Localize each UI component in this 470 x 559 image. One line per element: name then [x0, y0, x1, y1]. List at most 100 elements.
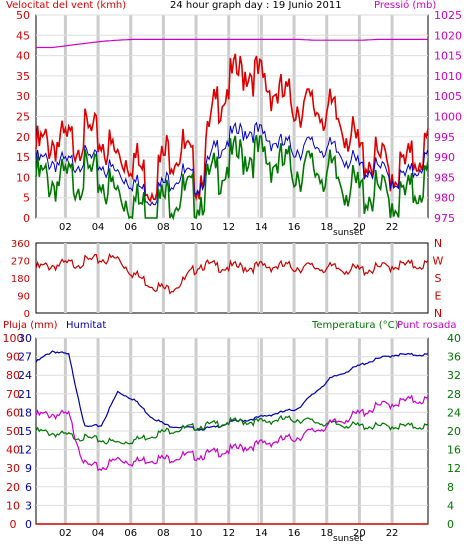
humidity-label: Humitat	[66, 320, 107, 331]
humidity-panel-x-tick-label: 20	[353, 528, 366, 539]
humidity-panel-series-dew	[35, 394, 429, 472]
wind-panel-x-tick-label: 18	[320, 222, 333, 233]
humidity-y-tick-label: 24	[18, 369, 32, 382]
wind-y-tick-label: 40	[16, 50, 30, 63]
temperature-y-tick-label: 20	[447, 425, 461, 438]
wind-series-low	[35, 134, 429, 221]
humidity-y-tick-label: 27	[18, 351, 32, 364]
temperature-y-tick-label: 32	[447, 369, 461, 382]
rain-y-tick-label: 90	[6, 351, 20, 364]
rain-y-tick-label: 30	[6, 462, 20, 475]
humidity-y-tick-label: 3	[25, 499, 32, 512]
humidity-panel-x-tick-label: 14	[255, 528, 268, 539]
wind-panel-x-tick-label: sunset	[333, 228, 363, 238]
wind-panel-x-tick-label: 20	[353, 222, 366, 233]
pressure-y-tick-label: 1015	[434, 50, 462, 63]
dew-label: Punt rosada	[397, 320, 457, 331]
rain-y-tick-label: 60	[6, 406, 20, 419]
rain-y-tick-label: 80	[6, 369, 20, 382]
pressure-y-tick-label: 1010	[434, 70, 462, 83]
humidity-y-tick-label: 9	[25, 462, 32, 475]
humidity-panel-x-tick-label: 10	[190, 528, 203, 539]
direction-series-line	[35, 252, 429, 295]
compass-label: W	[433, 255, 444, 268]
temperature-y-tick-label: 8	[447, 481, 454, 494]
temperature-y-tick-label: 4	[447, 499, 454, 512]
humidity-y-tick-label: 21	[18, 388, 32, 401]
wind-panel-x-tick-label: 06	[124, 222, 137, 233]
compass-label: N	[434, 237, 442, 250]
wind-panel-x-tick-label: 08	[157, 222, 170, 233]
wind-series-gust	[35, 53, 429, 203]
rain-y-tick-label: 0	[10, 518, 17, 531]
humidity-panel-x-tick-label: 12	[222, 528, 235, 539]
pressure-series-line	[36, 38, 428, 49]
compass-label: S	[435, 272, 442, 285]
pressure-y-tick-label: 990	[434, 151, 455, 164]
humidity-panel-x-tick-label: sunset	[333, 534, 363, 544]
pressure-y-tick-label: 1020	[434, 29, 462, 42]
humidity-panel-x-tick-label: 18	[320, 528, 333, 539]
wind-y-tick-label: 50	[16, 9, 30, 22]
wind-y-tick-label: 5	[23, 192, 30, 205]
pressure-y-tick-label: 1000	[434, 111, 462, 124]
temperature-y-tick-label: 0	[447, 518, 454, 531]
rain-label: Pluja (mm)	[3, 320, 58, 331]
temperature-label: Temperatura (°C)	[312, 320, 399, 331]
wind-panel-x-tick-label: 14	[255, 222, 268, 233]
humidity-y-tick-label: 15	[18, 425, 32, 438]
pressure-y-tick-label: 975	[434, 212, 455, 225]
pressure-y-tick-label: 980	[434, 192, 455, 205]
rain-y-tick-label: 50	[6, 425, 20, 438]
rain-y-tick-label: 100	[3, 332, 24, 345]
wind-panel-x-tick-label: 10	[190, 222, 203, 233]
temperature-y-tick-label: 24	[447, 406, 461, 419]
wind-panel-x-tick-label: 12	[222, 222, 235, 233]
wind-series-avg	[35, 121, 429, 207]
rain-y-tick-label: 70	[6, 388, 20, 401]
pressure-y-tick-label: 1025	[434, 9, 462, 22]
humidity-panel-x-tick-label: 22	[386, 528, 399, 539]
header-left-label: Velocitat del vent (kmh)	[6, 0, 127, 11]
compass-label: N	[434, 307, 442, 320]
rain-y-tick-label: 40	[6, 444, 20, 457]
temperature-y-tick-label: 12	[447, 462, 461, 475]
humidity-panel-x-tick-label: 06	[124, 528, 137, 539]
compass-label: E	[435, 290, 442, 303]
temperature-y-tick-label: 40	[447, 332, 461, 345]
wind-panel-x-tick-label: 16	[288, 222, 301, 233]
wind-y-tick-label: 0	[23, 212, 30, 225]
wind-y-tick-label: 10	[16, 171, 30, 184]
direction-y-tick-label: 0	[24, 309, 30, 320]
humidity-panel-x-tick-label: 16	[288, 528, 301, 539]
wind-y-tick-label: 35	[16, 70, 30, 83]
pressure-y-tick-label: 1005	[434, 90, 462, 103]
pressure-y-tick-label: 985	[434, 171, 455, 184]
rain-y-tick-label: 20	[6, 481, 20, 494]
humidity-panel-x-tick-label: 02	[59, 528, 72, 539]
humidity-y-tick-label: 0	[25, 518, 32, 531]
direction-y-tick-label: 270	[11, 257, 30, 268]
direction-y-tick-label: 360	[11, 239, 30, 250]
temperature-y-tick-label: 36	[447, 351, 461, 364]
pressure-y-tick-label: 995	[434, 131, 455, 144]
wind-panel-x-tick-label: 22	[386, 222, 399, 233]
wind-panel-x-tick-label: 04	[92, 222, 105, 233]
humidity-y-tick-label: 30	[18, 332, 32, 345]
wind-y-tick-label: 20	[16, 131, 30, 144]
wind-panel-x-tick-label: 02	[59, 222, 72, 233]
header-title: 24 hour graph day : 19 Junio 2011	[170, 0, 342, 11]
temperature-y-tick-label: 28	[447, 388, 461, 401]
wind-y-tick-label: 25	[16, 111, 30, 124]
humidity-y-tick-label: 18	[18, 406, 32, 419]
temperature-y-tick-label: 16	[447, 444, 461, 457]
wind-y-tick-label: 15	[16, 151, 30, 164]
humidity-panel-x-tick-label: 08	[157, 528, 170, 539]
humidity-y-tick-label: 6	[25, 481, 32, 494]
wind-y-tick-label: 45	[16, 29, 30, 42]
direction-y-tick-label: 180	[11, 274, 30, 285]
rain-y-tick-label: 10	[6, 499, 20, 512]
direction-panel-frame	[35, 242, 429, 314]
